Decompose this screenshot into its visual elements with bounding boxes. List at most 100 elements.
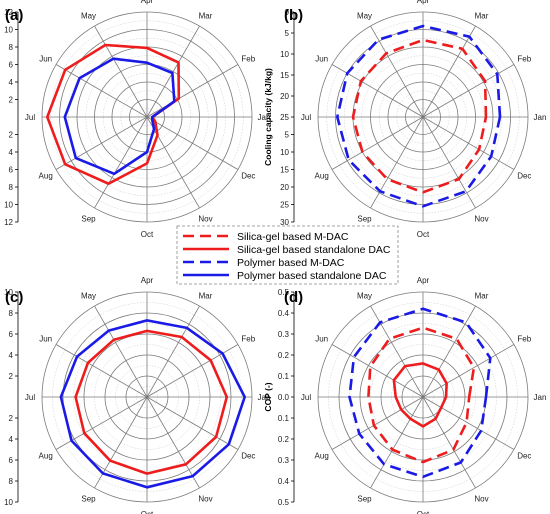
month-label-dec: Dec	[517, 172, 531, 181]
radial-tick-label: 10	[280, 148, 289, 157]
month-label-sep: Sep	[81, 494, 96, 503]
panel-label: (b)	[284, 7, 303, 24]
spoke-may	[94, 305, 148, 398]
month-label-jan: Jan	[534, 113, 547, 122]
month-label-nov: Nov	[474, 494, 488, 503]
month-label-mar: Mar	[475, 292, 489, 301]
series-line	[367, 326, 476, 464]
radial-tick-label: 4	[9, 78, 14, 87]
radial-tick-label: 12	[4, 218, 13, 227]
radial-tick-label: 2	[9, 414, 14, 423]
radial-tick-label: 25	[280, 201, 289, 210]
spoke-aug	[331, 116, 424, 170]
radial-tick-label: 4	[9, 351, 14, 360]
spoke-may	[94, 25, 148, 118]
radial-tick-label: 8	[9, 183, 14, 192]
month-label-feb: Feb	[517, 335, 531, 344]
axis-title: COP (-)	[263, 382, 273, 411]
panel-label: (a)	[5, 7, 23, 24]
month-label-jun: Jun	[39, 55, 52, 64]
series-line	[336, 24, 502, 208]
panel-d: Jan Feb Mar Apr May Jun Jul Aug Sep Oct Nov Dec 0.5 0…	[263, 276, 546, 514]
spoke-may	[370, 25, 424, 118]
month-label-oct: Oct	[141, 230, 154, 239]
radial-tick-label: 0.1	[278, 414, 290, 423]
month-label-aug: Aug	[315, 452, 329, 461]
radial-tick-label: 0.2	[278, 351, 290, 360]
series-line	[351, 38, 488, 194]
series-line	[392, 362, 448, 428]
radial-tick-label: 10	[4, 201, 13, 210]
legend-label: Polymer based M-DAC	[237, 257, 345, 269]
legend-label: Silica-gel based standalone DAC	[237, 244, 391, 256]
radial-tick-label: 12	[4, 8, 13, 17]
radial-tick-label: 0.4	[278, 477, 290, 486]
month-label-may: May	[81, 292, 96, 301]
month-label-jan: Jan	[534, 393, 547, 402]
month-label-feb: Feb	[241, 335, 255, 344]
radial-tick-label: 10	[4, 498, 13, 507]
radial-tick-label: 2	[9, 96, 14, 105]
month-label-oct: Oct	[417, 230, 430, 239]
radial-tick-label: 10	[4, 288, 13, 297]
radial-tick-label: 0.3	[278, 456, 290, 465]
panel-a: Jan Feb Mar Apr May Jun Jul Aug Sep Oct Nov Dec 2 4 6 8…	[4, 0, 271, 239]
spoke-jun	[331, 64, 424, 118]
radial-tick-label: 0.5	[278, 288, 290, 297]
month-label-dec: Dec	[241, 452, 255, 461]
month-label-mar: Mar	[199, 12, 213, 21]
spoke-may	[370, 305, 424, 398]
radial-tick-label: 4	[9, 435, 14, 444]
spoke-sep	[370, 116, 424, 209]
panel-b: Jan Feb Mar Apr May Jun Jul Aug Sep Oct Nov Dec 0 5 10…	[263, 0, 546, 239]
radial-tick-label: 2	[9, 131, 14, 140]
radial-tick-label: 20	[280, 183, 289, 192]
month-label-mar: Mar	[475, 12, 489, 21]
radial-tick-label: 25	[280, 113, 289, 122]
month-label-nov: Nov	[198, 214, 212, 223]
month-label-oct: Oct	[417, 510, 430, 514]
radial-tick-label: 0	[285, 8, 290, 17]
radial-tick-label: 10	[4, 26, 13, 35]
month-label-may: May	[357, 292, 372, 301]
month-label-feb: Feb	[241, 55, 255, 64]
month-label-aug: Aug	[39, 172, 53, 181]
month-label-sep: Sep	[81, 214, 96, 223]
month-label-mar: Mar	[199, 292, 213, 301]
spoke-jun	[55, 64, 148, 118]
radial-tick-label: 0.4	[278, 309, 290, 318]
radial-tick-label: 8	[9, 477, 14, 486]
spoke-mar	[422, 305, 476, 398]
month-label-apr: Apr	[417, 276, 430, 285]
month-label-jun: Jun	[315, 55, 328, 64]
month-label-nov: Nov	[474, 214, 488, 223]
radial-tick-label: 15	[280, 166, 289, 175]
month-label-feb: Feb	[517, 55, 531, 64]
month-label-jan: Jan	[258, 113, 271, 122]
spoke-nov	[422, 116, 476, 209]
month-label-jul: Jul	[301, 113, 311, 122]
spoke-nov	[422, 396, 476, 489]
month-label-dec: Dec	[517, 452, 531, 461]
radial-tick-label: 10	[280, 50, 289, 59]
spoke-aug	[55, 396, 148, 450]
month-label-jun: Jun	[315, 335, 328, 344]
spoke-dec	[146, 396, 239, 450]
spoke-mar	[422, 25, 476, 118]
radial-tick-label: 0.3	[278, 330, 290, 339]
month-label-apr: Apr	[141, 0, 154, 5]
radial-tick-label: 0.5	[278, 498, 290, 507]
month-label-nov: Nov	[198, 494, 212, 503]
spoke-dec	[422, 116, 515, 170]
spoke-feb	[422, 344, 515, 398]
month-label-apr: Apr	[417, 0, 430, 5]
spoke-aug	[331, 396, 424, 450]
month-label-sep: Sep	[357, 494, 372, 503]
series-line	[348, 307, 492, 479]
spoke-aug	[55, 116, 148, 170]
series-line	[59, 319, 246, 489]
month-label-jun: Jun	[39, 335, 52, 344]
month-label-aug: Aug	[39, 452, 53, 461]
